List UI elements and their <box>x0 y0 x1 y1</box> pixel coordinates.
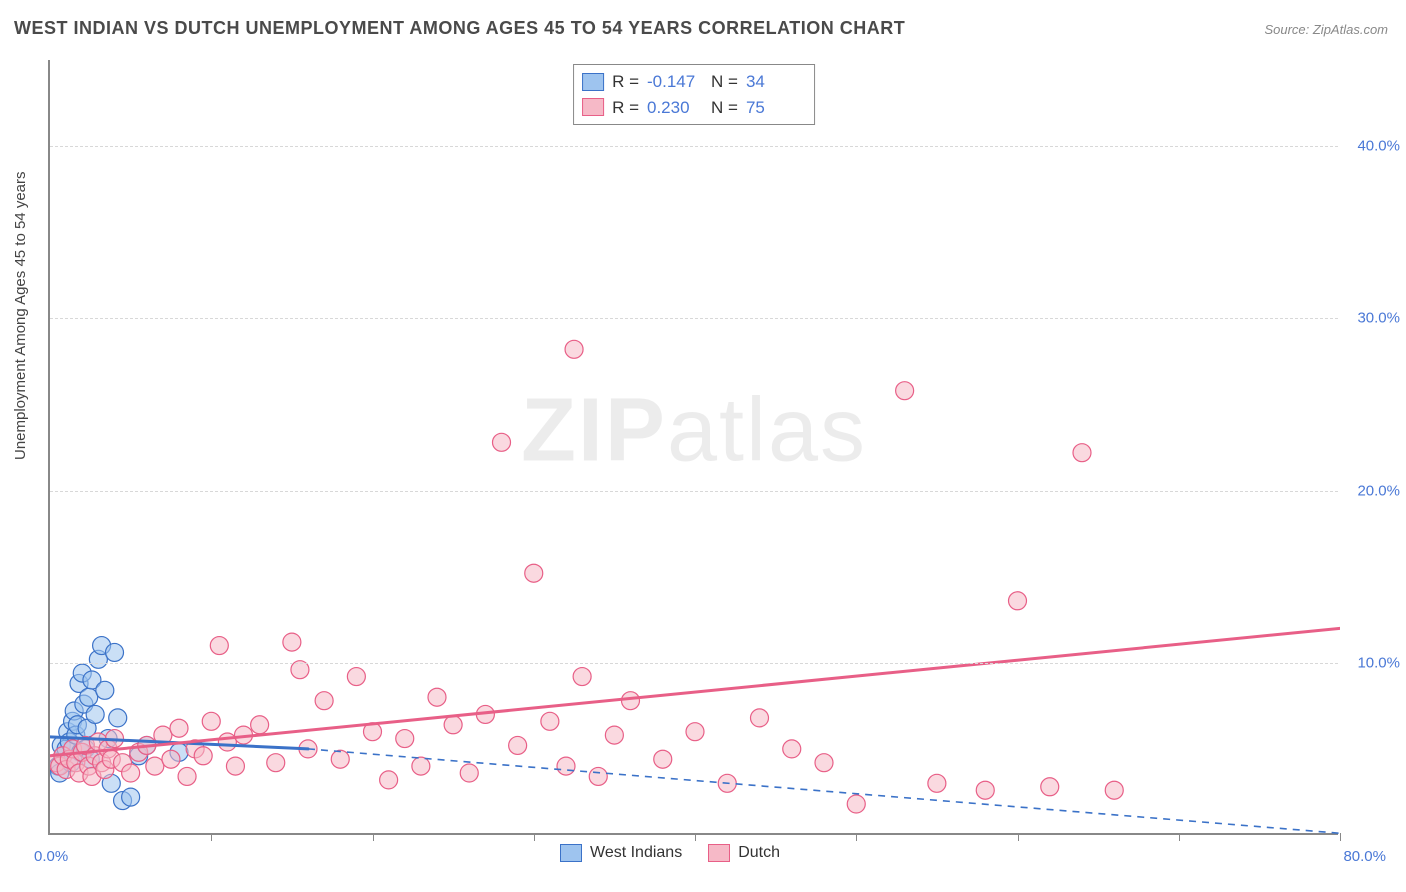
y-tick-label: 10.0% <box>1357 654 1400 671</box>
data-point <box>654 750 672 768</box>
data-point <box>428 688 446 706</box>
legend-item-dutch: Dutch <box>708 844 780 862</box>
r-value: -0.147 <box>647 69 703 95</box>
data-point <box>251 716 269 734</box>
data-point <box>573 668 591 686</box>
x-tick <box>1018 833 1019 841</box>
data-point <box>226 757 244 775</box>
data-point <box>146 757 164 775</box>
data-point <box>283 633 301 651</box>
data-point <box>162 750 180 768</box>
x-tick <box>695 833 696 841</box>
scatter-chart <box>50 60 1340 835</box>
gridline <box>50 663 1338 664</box>
data-point <box>210 637 228 655</box>
data-point <box>202 712 220 730</box>
data-point <box>976 781 994 799</box>
legend-label: West Indians <box>590 844 682 862</box>
plot-area: ZIPatlas R = -0.147 N = 34 R = 0.230 N =… <box>48 60 1338 835</box>
legend-label: Dutch <box>738 844 780 862</box>
r-label: R = <box>612 95 639 121</box>
x-axis-min-label: 0.0% <box>34 848 68 865</box>
data-point <box>96 681 114 699</box>
data-point <box>267 754 285 772</box>
data-point <box>686 723 704 741</box>
data-point <box>1073 444 1091 462</box>
data-point <box>557 757 575 775</box>
data-point <box>1105 781 1123 799</box>
y-axis-label: Unemployment Among Ages 45 to 54 years <box>12 171 29 460</box>
data-point <box>170 719 188 737</box>
gridline <box>50 318 1338 319</box>
data-point <box>122 788 140 806</box>
data-point <box>460 764 478 782</box>
source-attribution: Source: ZipAtlas.com <box>1264 22 1388 37</box>
correlation-legend: R = -0.147 N = 34 R = 0.230 N = 75 <box>573 64 815 125</box>
gridline <box>50 491 1338 492</box>
r-value: 0.230 <box>647 95 703 121</box>
series-swatch-west-indians <box>582 73 604 91</box>
data-point <box>1009 592 1027 610</box>
data-point <box>315 692 333 710</box>
x-tick <box>1340 833 1341 841</box>
data-point <box>509 736 527 754</box>
data-point <box>622 692 640 710</box>
data-point <box>218 733 236 751</box>
n-value: 34 <box>746 69 802 95</box>
x-tick <box>534 833 535 841</box>
data-point <box>589 767 607 785</box>
data-point <box>347 668 365 686</box>
data-point <box>122 764 140 782</box>
data-point <box>194 747 212 765</box>
data-point <box>86 705 104 723</box>
n-value: 75 <box>746 95 802 121</box>
data-point <box>928 774 946 792</box>
data-point <box>178 767 196 785</box>
data-point <box>751 709 769 727</box>
data-point <box>605 726 623 744</box>
data-point <box>444 716 462 734</box>
x-tick <box>211 833 212 841</box>
legend-item-west-indians: West Indians <box>560 844 682 862</box>
y-tick-label: 30.0% <box>1357 310 1400 327</box>
data-point <box>412 757 430 775</box>
data-point <box>815 754 833 772</box>
data-point <box>380 771 398 789</box>
data-point <box>896 382 914 400</box>
data-point <box>80 688 98 706</box>
x-tick <box>856 833 857 841</box>
x-tick <box>373 833 374 841</box>
correlation-row-2: R = 0.230 N = 75 <box>582 95 802 121</box>
data-point <box>541 712 559 730</box>
data-point <box>109 709 127 727</box>
x-tick <box>1179 833 1180 841</box>
legend-swatch-west-indians <box>560 844 582 862</box>
data-point <box>106 643 124 661</box>
legend-swatch-dutch <box>708 844 730 862</box>
data-point <box>783 740 801 758</box>
series-swatch-dutch <box>582 98 604 116</box>
data-point <box>1041 778 1059 796</box>
chart-title: WEST INDIAN VS DUTCH UNEMPLOYMENT AMONG … <box>14 18 905 39</box>
data-point <box>493 433 511 451</box>
correlation-row-1: R = -0.147 N = 34 <box>582 69 802 95</box>
x-axis-max-label: 80.0% <box>1343 848 1386 865</box>
bottom-legend: West Indians Dutch <box>560 844 780 862</box>
data-point <box>396 730 414 748</box>
gridline <box>50 146 1338 147</box>
data-point <box>525 564 543 582</box>
data-point <box>331 750 349 768</box>
n-label: N = <box>711 95 738 121</box>
r-label: R = <box>612 69 639 95</box>
data-point <box>847 795 865 813</box>
y-tick-label: 20.0% <box>1357 482 1400 499</box>
y-tick-label: 40.0% <box>1357 138 1400 155</box>
data-point <box>565 340 583 358</box>
n-label: N = <box>711 69 738 95</box>
